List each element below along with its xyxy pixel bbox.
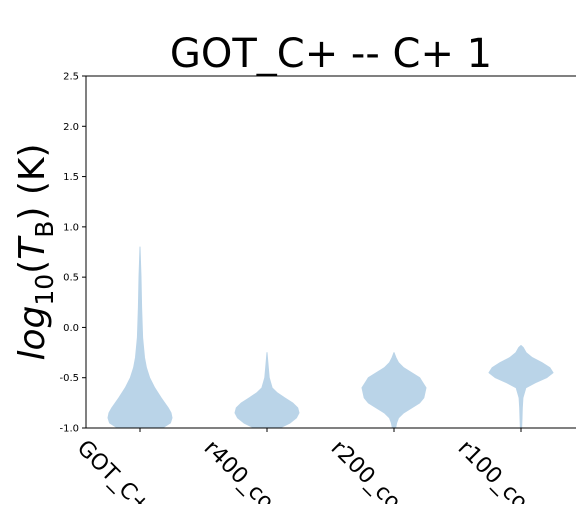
y-label-log: log — [12, 306, 53, 361]
y-ticks: -1.0 -0.5 0.0 0.5 1.0 1.5 2.0 2.5 — [59, 72, 86, 435]
chart-title: GOT_C+ -- C+ 1 — [170, 31, 492, 77]
y-tick-label: 1.5 — [63, 172, 79, 183]
y-tick-label: 0.5 — [63, 273, 79, 284]
x-tick-label: r100_co — [453, 436, 533, 504]
y-tick-label: 2.0 — [63, 122, 79, 133]
y-label-subscript-b: B — [30, 221, 59, 238]
y-label-unit: ) (K) — [12, 143, 53, 220]
violin-got-c- — [107, 246, 173, 428]
y-label-open-paren: ( — [12, 260, 53, 274]
x-tick-label: r200_co — [326, 436, 406, 504]
y-tick-label: -1.0 — [59, 424, 79, 435]
violin-r400-co — [234, 352, 300, 428]
y-tick-label: 1.0 — [63, 222, 79, 233]
y-tick-label: -0.5 — [59, 373, 79, 384]
y-axis-label: log10(TB) (K) — [12, 143, 59, 360]
violin-r100-co — [488, 345, 554, 428]
x-tick-label: GOT_C+ — [72, 436, 155, 504]
axes — [85, 75, 576, 429]
y-label-t: T — [12, 235, 53, 260]
x-ticks: GOT_C+ r400_co r200_co r100_co — [72, 428, 533, 509]
y-tick-label: 0.0 — [63, 323, 79, 334]
y-label-subscript-10: 10 — [30, 274, 59, 306]
violin-group — [107, 246, 554, 428]
y-tick-label: 2.5 — [63, 72, 79, 83]
violin-r200-co — [361, 352, 427, 428]
x-tick-label: r400_co — [199, 436, 279, 504]
